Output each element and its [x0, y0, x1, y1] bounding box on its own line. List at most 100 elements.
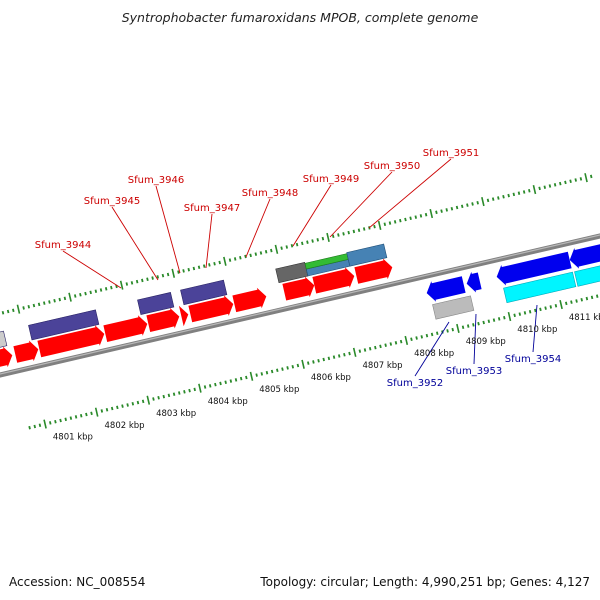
upper-tick [440, 209, 443, 213]
upper-tick [574, 178, 577, 182]
upper-tick [43, 301, 46, 305]
gene-box[interactable] [28, 309, 100, 341]
gene-box-grey[interactable] [0, 330, 8, 353]
upper-tick [564, 180, 567, 185]
reverse-cds-arrow[interactable] [569, 239, 600, 269]
gene-label-forward[interactable]: Sfum_3944 [35, 240, 91, 251]
label-leader-line [62, 250, 122, 289]
gene-box[interactable] [180, 279, 228, 306]
upper-tick [1, 310, 5, 315]
lower-tick [585, 296, 589, 301]
lower-tick [234, 378, 238, 382]
lower-tick [239, 376, 243, 381]
lower-tick [64, 417, 67, 422]
lower-tick [245, 375, 248, 380]
upper-tick [491, 197, 495, 201]
gene-box-steel[interactable] [346, 243, 388, 267]
upper-tick [84, 291, 87, 296]
upper-tick [156, 275, 160, 279]
upper-tick [259, 251, 263, 255]
lower-tick [54, 419, 57, 424]
lower-tick [178, 391, 181, 395]
forward-cds-arrow[interactable] [0, 346, 13, 372]
upper-tick [125, 282, 129, 286]
forward-cds-arrow[interactable] [146, 307, 180, 332]
reverse-cds-arrow[interactable] [466, 271, 482, 293]
gene-label-forward[interactable]: Sfum_3951 [423, 148, 479, 159]
scale-label: 4807 kbp [363, 361, 403, 371]
forward-cds-arrow[interactable] [37, 325, 105, 358]
upper-tick [166, 272, 170, 277]
lower-tick [317, 358, 320, 363]
lower-tick [523, 311, 527, 315]
forward-cds-arrow[interactable] [103, 315, 148, 342]
lower-tick [518, 312, 522, 316]
upper-tick [321, 236, 325, 241]
gene-box[interactable] [137, 292, 175, 315]
forward-cds-arrow[interactable] [282, 276, 315, 301]
label-leader-line [155, 185, 181, 274]
gene-label-forward[interactable]: Sfum_3946 [128, 175, 184, 186]
gene-label-forward[interactable]: Sfum_3947 [184, 203, 240, 214]
lower-tick [172, 392, 176, 396]
upper-tick [146, 277, 149, 282]
gene-label-forward[interactable]: Sfum_3948 [242, 188, 298, 199]
lower-tick [152, 397, 155, 401]
lower-tick [379, 344, 382, 349]
upper-tick [466, 203, 469, 207]
lower-tick [570, 300, 573, 304]
gene-box-dark[interactable] [275, 261, 309, 284]
forward-cds-arrow[interactable] [178, 305, 189, 327]
lower-tick [327, 356, 331, 361]
lower-tick [85, 412, 88, 417]
upper-tick [476, 200, 479, 205]
lower-tick [337, 354, 341, 358]
forward-cds-arrow[interactable] [13, 340, 39, 363]
upper-tick [399, 218, 402, 223]
upper-tick [218, 260, 221, 265]
reverse-cds-arrow[interactable] [426, 276, 466, 302]
upper-tick [377, 220, 382, 231]
lower-tick [451, 327, 454, 332]
topology-info: Topology: circular; Length: 4,990,251 bp… [259, 575, 590, 589]
lower-tick [281, 367, 284, 371]
upper-tick [16, 304, 21, 314]
lower-tick [430, 332, 434, 337]
upper-tick [373, 224, 376, 229]
scale-label: 4801 kbp [53, 433, 93, 443]
gene-label-forward[interactable]: Sfum_3949 [303, 174, 359, 185]
lower-tick [487, 319, 491, 324]
upper-tick [481, 196, 485, 207]
gene-label-reverse[interactable]: Sfum_3954 [505, 354, 561, 365]
label-leader-line [111, 206, 159, 281]
upper-tick [589, 174, 593, 179]
lower-tick [492, 318, 496, 322]
gene-box-grey[interactable] [432, 295, 475, 320]
upper-tick [89, 290, 92, 295]
upper-tick [460, 204, 464, 209]
gene-label-forward[interactable]: Sfum_3945 [84, 196, 140, 207]
lower-tick [265, 370, 269, 375]
gene-box-cyan[interactable] [574, 260, 600, 287]
lower-tick [105, 407, 109, 412]
label-leader-line [292, 184, 332, 247]
forward-cds-arrow[interactable] [354, 258, 393, 284]
gene-label-forward[interactable]: Sfum_3950 [364, 161, 420, 172]
lower-tick [482, 320, 485, 325]
forward-cds-arrow[interactable] [188, 295, 234, 323]
upper-tick [559, 181, 562, 186]
genome-backbone-highlight [0, 234, 600, 375]
gene-box-cyan[interactable] [503, 271, 577, 304]
lower-tick [352, 347, 357, 357]
lower-tick [456, 323, 460, 334]
upper-tick [254, 252, 258, 256]
gene-label-reverse[interactable]: Sfum_3952 [387, 378, 443, 389]
reverse-cds-arrow[interactable] [496, 251, 572, 286]
forward-cds-arrow[interactable] [312, 267, 355, 294]
lower-tick [38, 423, 42, 428]
gene-label-reverse[interactable]: Sfum_3953 [446, 366, 502, 377]
lower-tick [79, 413, 83, 418]
upper-tick [337, 233, 340, 237]
forward-cds-arrow[interactable] [232, 287, 267, 313]
lower-tick [183, 390, 186, 394]
